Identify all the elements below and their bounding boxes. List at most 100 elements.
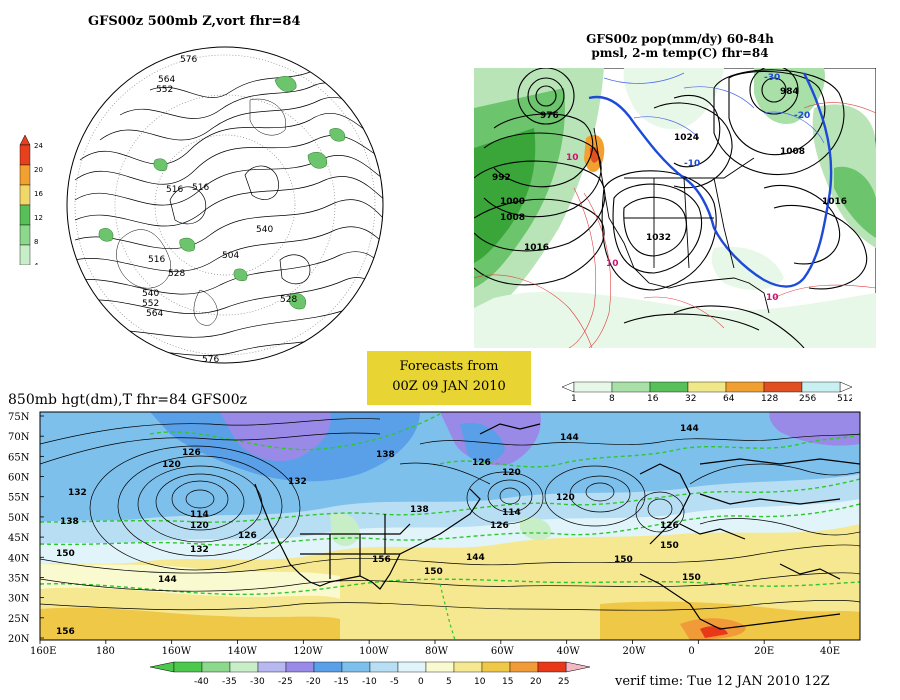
polar-colorbar-swatch	[19, 204, 31, 226]
conus-pmsl-map: 976 984 992 1000 1008 1016 1024 1032 100…	[474, 68, 876, 348]
polar-colorbar-swatch	[19, 184, 31, 206]
main-colorbar-swatch	[201, 661, 231, 673]
polar-contour-label: 516	[192, 183, 209, 193]
main-colorbar-swatch	[257, 661, 287, 673]
main-height-label: 114	[190, 510, 209, 520]
main-height-label: 156	[372, 555, 391, 565]
main-lon-label: 60W	[491, 646, 515, 657]
conus-pressure-label: 1016	[524, 243, 549, 253]
main-height-label: 144	[680, 424, 699, 434]
main-height-label: 144	[560, 433, 579, 443]
conus-colorbar-tick: 512	[837, 394, 852, 402]
main-colorbar-tick: -10	[362, 677, 377, 687]
main-colorbar-swatch	[173, 661, 203, 673]
polar-colorbar-swatch	[19, 224, 31, 246]
main-lat-label: 75N	[8, 412, 30, 423]
main-colorbar-tick: -25	[278, 677, 293, 687]
conus-title-line2: pmsl, 2-m temp(C) fhr=84	[591, 46, 769, 60]
main-lat-label: 25N	[8, 614, 30, 625]
main-lon-label: 120W	[293, 646, 323, 657]
main-height-label: 150	[56, 549, 75, 559]
conus-colorbar-swatch	[611, 381, 651, 393]
conus-colorbar-swatch	[763, 381, 803, 393]
conus-pressure-label: 1008	[780, 147, 805, 157]
conus-pressure-label: 992	[492, 173, 511, 183]
main-colorbar-tick: 15	[502, 677, 513, 687]
main-height-label: 126	[182, 448, 201, 458]
conus-pressure-label: 1000	[500, 197, 525, 207]
main-colorbar-swatch	[229, 661, 259, 673]
main-height-label: 120	[190, 521, 209, 531]
main-colorbar-swatch	[481, 661, 511, 673]
main-height-label: 120	[502, 468, 521, 478]
conus-colorbar: 1 8 16 32 64 128 256 512	[562, 381, 852, 402]
conus-panel-title: GFS00z pop(mm/dy) 60-84h pmsl, 2-m temp(…	[560, 32, 800, 60]
main-lat-label: 20N	[8, 634, 30, 645]
main-lon-label: 20E	[754, 646, 774, 657]
conus-colorbar-swatch	[573, 381, 613, 393]
main-lat-label: 65N	[8, 452, 30, 463]
main-height-label: 114	[502, 508, 521, 518]
conus-colorbar-swatch	[687, 381, 727, 393]
conus-pressure-label: 976	[540, 111, 559, 121]
conus-colorbar-tick: 128	[761, 394, 778, 402]
main-lat-label: 35N	[8, 573, 30, 584]
main-height-label: 120	[556, 493, 575, 503]
conus-pressure-label: 1016	[822, 197, 847, 207]
polar-contour-label: 552	[142, 299, 159, 309]
conus-pressure-label: 1008	[500, 213, 525, 223]
polar-colorbar-swatch	[19, 164, 31, 186]
main-colorbar-tick: 5	[446, 677, 452, 687]
main-lon-label: 180	[96, 646, 115, 657]
conus-temp-label: 10	[606, 259, 619, 269]
main-colorbar-tick: 0	[418, 677, 424, 687]
polar-contour-label: 552	[156, 85, 173, 95]
conus-pressure-label: 1032	[646, 233, 671, 243]
main-height-label: 150	[660, 541, 679, 551]
polar-colorbar-swatch	[19, 144, 31, 166]
main-height-label: 150	[682, 573, 701, 583]
conus-temp-label: -10	[684, 159, 700, 169]
main-height-label: 126	[660, 521, 679, 531]
polar-colorbar-tick: 20	[34, 166, 43, 174]
main-height-label: 126	[472, 458, 491, 468]
main-colorbar-tick: 20	[530, 677, 542, 687]
conus-pressure-label: 984	[780, 87, 799, 97]
polar-contour-label: 516	[166, 185, 183, 195]
main-lon-label: 160E	[30, 646, 56, 657]
forecast-stamp-line1: Forecasts from	[399, 359, 499, 374]
main-height-label: 144	[158, 575, 177, 585]
main-colorbar: -40 -35 -30 -25 -20 -15 -10 -5 0 5 10 15 20 25	[150, 661, 590, 687]
main-height-label: 138	[410, 505, 429, 515]
main-height-label: 144	[466, 553, 485, 563]
main-height-label: 126	[238, 531, 257, 541]
main-colorbar-swatch	[537, 661, 567, 673]
conus-colorbar-tick: 16	[647, 394, 659, 402]
conus-colorbar-swatch	[801, 381, 841, 393]
polar-contour-label: 564	[146, 309, 163, 319]
main-lat-label: 30N	[8, 594, 30, 605]
main-lon-label: 40W	[557, 646, 581, 657]
main-height-label: 150	[614, 555, 633, 565]
conus-colorbar-swatch	[649, 381, 689, 393]
verification-time: verif time: Tue 12 JAN 2010 12Z	[615, 674, 830, 689]
polar-contour-label: 528	[280, 295, 297, 305]
main-colorbar-tick: -30	[250, 677, 265, 687]
main-lon-label: 80W	[425, 646, 449, 657]
conus-temp-label: -20	[794, 111, 810, 121]
polar-contour-label: 540	[142, 289, 159, 299]
main-height-label: 132	[68, 488, 87, 498]
main-lat-label: 45N	[8, 533, 30, 544]
polar-colorbar-tick: 4	[34, 262, 39, 265]
main-colorbar-tick: 10	[474, 677, 486, 687]
main-lat-label: 40N	[8, 553, 30, 564]
main-colorbar-tick: 25	[558, 677, 569, 687]
main-colorbar-tick: -5	[390, 677, 399, 687]
polar-colorbar-swatch	[19, 244, 31, 265]
main-colorbar-tick: -40	[194, 677, 209, 687]
main-colorbar-tick: -35	[222, 677, 237, 687]
polar-contour-label: 564	[158, 75, 175, 85]
main-lat-label: 60N	[8, 473, 30, 484]
polar-contour-label: 528	[168, 269, 185, 279]
conus-temp-label: 10	[766, 293, 779, 303]
